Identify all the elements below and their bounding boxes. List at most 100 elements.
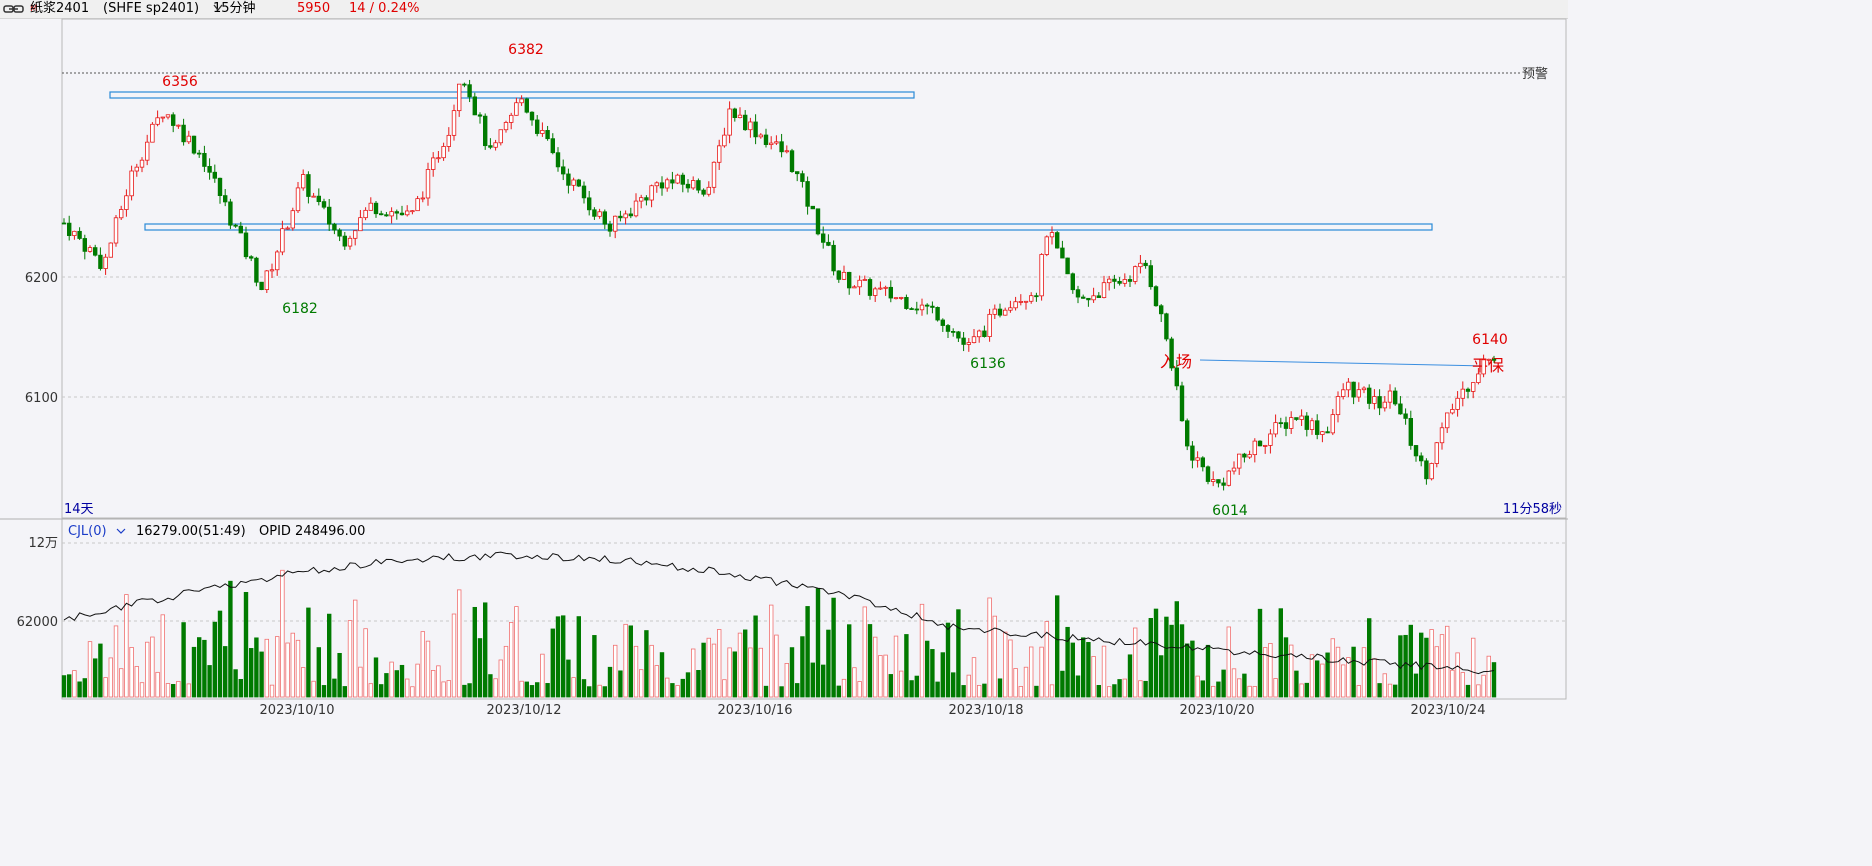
candle-body: [488, 145, 493, 148]
candle-body: [222, 195, 228, 203]
candle-body: [1029, 295, 1034, 302]
volume-bar: [498, 659, 503, 698]
candle-body: [274, 251, 280, 271]
candle-body: [935, 307, 940, 321]
period-label: 15分钟: [213, 1, 256, 16]
volume-bar: [883, 654, 888, 698]
candle-body: [784, 150, 789, 153]
candle-body: [300, 174, 306, 189]
volume-bar: [82, 678, 87, 698]
volume-bar: [566, 659, 571, 698]
candle-body: [597, 211, 602, 217]
volume-bar: [1268, 643, 1273, 698]
volume-bar: [87, 641, 93, 698]
candle-body: [857, 279, 862, 288]
volume-bar: [1413, 673, 1419, 698]
volume-bar: [847, 624, 852, 698]
volume-bar: [451, 613, 457, 698]
volume-bar: [769, 604, 774, 698]
volume-bar: [1164, 616, 1169, 698]
volume-bar: [893, 635, 899, 698]
volume-bar: [1330, 638, 1335, 698]
candle-body: [415, 198, 420, 212]
volume-bar: [961, 685, 966, 698]
candle-body: [1398, 403, 1403, 415]
candle-body: [919, 304, 925, 311]
volume-bar: [1055, 595, 1060, 698]
volume-bar: [119, 668, 124, 698]
volume-bar: [181, 622, 186, 698]
volume-bar: [696, 670, 701, 698]
volume-bar: [1346, 657, 1351, 698]
x-tick-label: 2023/10/18: [949, 703, 1024, 718]
volume-bar: [1450, 669, 1455, 698]
candle-body: [821, 233, 826, 243]
x-tick-label: 2023/10/12: [487, 703, 562, 718]
candle-body: [852, 286, 857, 289]
candle-body: [217, 177, 223, 197]
candle-body: [306, 174, 311, 197]
volume-bar: [1117, 679, 1122, 698]
candle-body: [498, 129, 503, 144]
candle-body: [269, 269, 275, 272]
candle-body: [1242, 453, 1247, 458]
candle-body: [873, 288, 878, 296]
candle-body: [748, 121, 753, 131]
volume-bar: [555, 616, 561, 698]
volume-bar: [347, 620, 353, 698]
volume-bar: [326, 613, 332, 698]
indicator-name[interactable]: CJL(0): [68, 524, 107, 539]
volume-bar: [602, 686, 607, 698]
candle-body: [665, 179, 670, 189]
candle-body: [342, 235, 347, 247]
kline-chart[interactable]: 预警 6200 6100 12万 62000 入场 平保 6356 6182 6…: [0, 0, 1568, 725]
chevron-down-icon[interactable]: [116, 528, 126, 534]
candle-body: [566, 173, 571, 186]
volume-bar: [363, 628, 368, 698]
volume-bar: [482, 602, 488, 698]
candle-body: [1112, 278, 1117, 282]
candle-body: [1003, 309, 1008, 316]
volume-bar: [1091, 656, 1096, 698]
volume-bar: [77, 681, 82, 698]
candle-body: [1346, 381, 1351, 391]
volume-bar: [1465, 684, 1471, 698]
candle-body: [1304, 415, 1309, 430]
candle-body: [332, 223, 337, 231]
volume-bar: [717, 629, 722, 698]
candle-body: [93, 247, 98, 256]
candle-body: [1179, 385, 1185, 422]
candle-body: [763, 134, 769, 145]
candle-body: [701, 189, 706, 195]
volume-bar: [1439, 634, 1445, 698]
x-tick-label: 2023/10/16: [718, 703, 793, 718]
chart-header: 纸浆2401 M (SHFE sp2401) 15分钟 5950 14 / 0.2…: [0, 0, 1568, 19]
volume-bar: [945, 622, 951, 698]
volume-bar: [1242, 673, 1247, 698]
candle-body: [228, 201, 233, 226]
volume-bar: [337, 652, 342, 698]
candle-body: [430, 157, 436, 170]
candle-body: [717, 145, 722, 163]
candle-body: [425, 169, 431, 199]
open-interest-line: [63, 551, 1495, 675]
candle-body: [129, 170, 134, 197]
support-zone[interactable]: [144, 223, 1433, 231]
volume-bar: [519, 680, 524, 698]
candle-body: [1445, 412, 1450, 429]
candle-body: [1361, 387, 1367, 391]
candle-body: [1299, 415, 1304, 420]
resistance-zone[interactable]: [109, 91, 915, 99]
chain-link-icon[interactable]: [3, 0, 25, 24]
volume-bar: [503, 645, 509, 698]
candle-body: [940, 319, 945, 326]
volume-bar: [971, 657, 977, 698]
candle-body: [1320, 431, 1325, 435]
entry-line[interactable]: [1199, 359, 1488, 367]
candle-body: [633, 200, 639, 217]
symbol-name[interactable]: 纸浆2401 M: [30, 0, 89, 22]
symbol-text: 纸浆2401: [30, 1, 90, 16]
volume-bar: [1200, 680, 1205, 698]
candle-body: [1471, 382, 1476, 392]
volume-bar: [706, 637, 711, 698]
